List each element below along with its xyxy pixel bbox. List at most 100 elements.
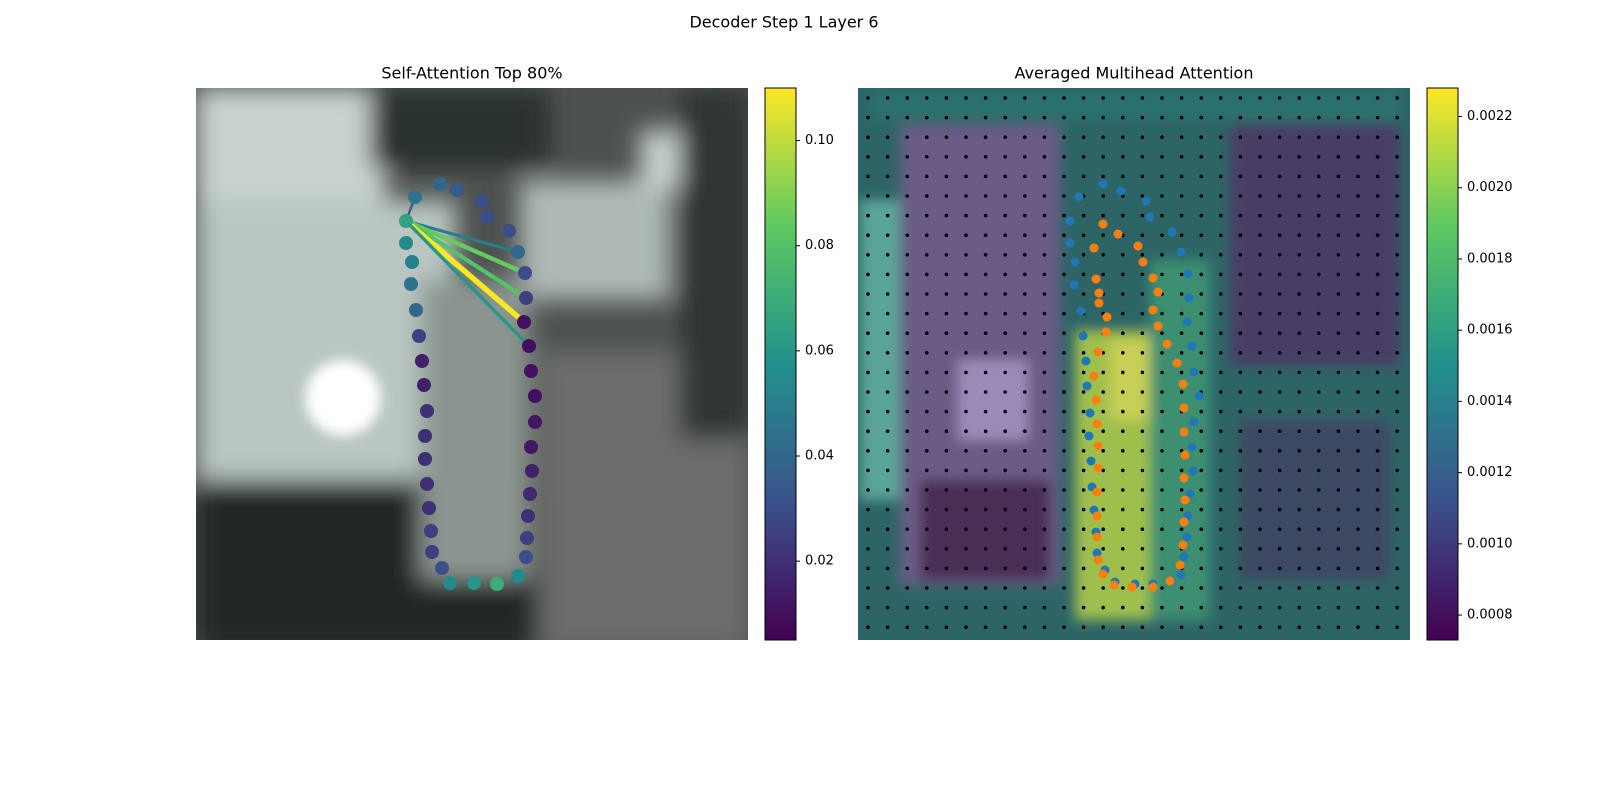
grid-dot [1199,174,1203,179]
grid-dot [944,449,949,453]
point [1189,367,1199,377]
grid-dot [1356,390,1360,394]
point [502,224,516,238]
grid-dot [964,390,968,394]
grid-dot [1277,605,1282,610]
grid-dot [1042,605,1047,610]
grid-dot [1258,409,1262,414]
grid-dot [1219,370,1223,375]
colorbar-tick-label: 0.0018 [1467,251,1513,266]
grid-dot [1081,253,1086,257]
grid-dot [1121,174,1125,179]
grid-dot [905,351,909,355]
grid-dot [1062,155,1066,159]
point [424,524,438,538]
grid-dot [1336,194,1341,198]
grid-dot [1179,468,1184,473]
grid-dot [1277,351,1282,355]
grid-dot [1101,135,1105,139]
point [1098,179,1108,189]
grid-dot [1317,605,1321,610]
point [517,315,531,329]
grid-dot [925,351,929,355]
grid-dot [1219,174,1223,179]
grid-dot [905,390,909,394]
grid-dot [1003,96,1007,100]
grid-dot [1042,96,1047,100]
grid-dot [1003,527,1007,531]
point [1098,569,1108,579]
point [523,487,537,501]
grid-dot [1101,155,1105,159]
grid-dot [1062,586,1066,590]
grid-dot [1042,213,1047,218]
colorbar-tick-label: 0.0022 [1467,109,1513,124]
grid-dot [983,115,988,120]
grid-dot [866,174,870,179]
grid-dot [866,292,870,296]
grid-dot [1160,605,1164,610]
grid-dot [1023,96,1027,100]
grid-dot [1101,429,1105,434]
grid-dot [1297,527,1301,531]
point [1085,408,1095,418]
grid-dot [1258,292,1262,296]
grid-dot [1395,547,1399,551]
grid-dot [1356,115,1360,120]
grid-dot [1395,390,1399,394]
grid-dot [1395,272,1399,277]
grid-dot [983,292,988,296]
grid-dot [1140,135,1145,139]
point [1179,427,1189,437]
grid-dot [1160,566,1164,571]
grid-dot [1336,429,1341,434]
grid-dot [1121,213,1125,218]
point [1089,243,1099,253]
grid-dot [1023,527,1027,531]
grid-dot [905,174,909,179]
grid-dot [1023,429,1027,434]
grid-dot [1258,115,1262,120]
grid-dot [1238,115,1243,120]
point [1091,274,1101,284]
grid-dot [1062,507,1066,512]
grid-dot [1179,625,1184,629]
point [1102,312,1112,322]
grid-dot [925,272,929,277]
grid-dot [1258,566,1262,571]
grid-dot [925,115,929,120]
grid-dot [1179,488,1184,492]
grid-dot [925,468,929,473]
grid-dot [1199,292,1203,296]
point [1153,287,1163,297]
point [450,183,464,197]
grid-dot [1003,586,1007,590]
grid-dot [1317,96,1321,100]
grid-dot [1003,115,1007,120]
grid-dot [1121,96,1125,100]
grid-dot [1101,547,1105,551]
grid-dot [1356,547,1360,551]
point [1188,466,1198,476]
grid-dot [1003,625,1007,629]
point [1092,487,1102,497]
grid-dot [1277,449,1282,453]
grid-dot [885,233,890,237]
grid-dot [1062,449,1066,453]
grid-dot [1179,233,1184,237]
grid-dot [1042,135,1047,139]
grid-dot [1375,547,1380,551]
point [1187,442,1197,452]
grid-dot [1356,507,1360,512]
grid-dot [1258,331,1262,336]
grid-dot [1199,409,1203,414]
point [1176,570,1186,580]
grid-dot [983,233,988,237]
grid-dot [944,331,949,336]
grid-dot [1238,507,1243,512]
point [1162,339,1172,349]
grid-dot [866,468,870,473]
grid-dot [1336,331,1341,336]
grid-dot [1003,566,1007,571]
point [1092,419,1102,429]
